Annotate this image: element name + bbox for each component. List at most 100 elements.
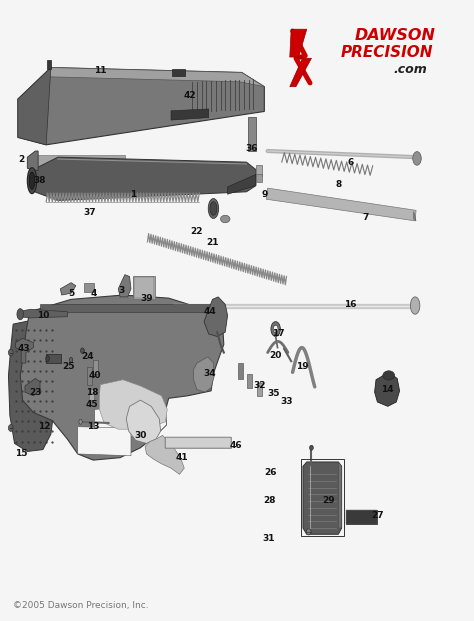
Ellipse shape: [410, 297, 420, 314]
Bar: [134, 277, 154, 298]
Text: 5: 5: [68, 289, 74, 297]
Ellipse shape: [70, 358, 73, 363]
Polygon shape: [204, 297, 228, 337]
Text: 17: 17: [272, 330, 285, 338]
Text: 29: 29: [323, 496, 335, 505]
Polygon shape: [414, 212, 416, 221]
Polygon shape: [194, 357, 214, 392]
Text: 24: 24: [81, 352, 93, 361]
Ellipse shape: [383, 371, 395, 380]
Bar: [256, 175, 262, 182]
Polygon shape: [266, 188, 416, 221]
Text: 7: 7: [362, 213, 368, 222]
Bar: [346, 510, 377, 524]
Text: 27: 27: [371, 511, 384, 520]
Text: 35: 35: [267, 389, 280, 399]
Ellipse shape: [210, 202, 217, 215]
Polygon shape: [78, 427, 131, 456]
Polygon shape: [20, 295, 224, 460]
Text: 15: 15: [15, 450, 27, 458]
Text: 43: 43: [18, 344, 30, 353]
Bar: [172, 69, 185, 76]
Polygon shape: [16, 338, 34, 363]
Text: 8: 8: [335, 180, 341, 189]
Text: .com: .com: [393, 63, 427, 76]
Text: 45: 45: [85, 400, 98, 409]
Text: 10: 10: [36, 311, 49, 320]
Text: 32: 32: [254, 381, 266, 391]
Polygon shape: [118, 274, 131, 297]
Bar: [238, 363, 243, 379]
Polygon shape: [303, 462, 342, 534]
Ellipse shape: [208, 199, 219, 219]
Polygon shape: [27, 151, 38, 171]
Ellipse shape: [306, 528, 311, 535]
Text: 25: 25: [62, 361, 74, 371]
Polygon shape: [338, 462, 342, 528]
Polygon shape: [100, 379, 167, 429]
Ellipse shape: [81, 348, 84, 353]
Ellipse shape: [9, 349, 13, 356]
Bar: [248, 117, 256, 151]
Text: 13: 13: [87, 422, 100, 431]
Text: 41: 41: [175, 453, 188, 462]
Bar: [133, 276, 155, 299]
Ellipse shape: [27, 168, 36, 194]
Text: 21: 21: [206, 238, 219, 247]
Polygon shape: [374, 373, 400, 406]
Text: 3: 3: [118, 286, 125, 295]
Text: 11: 11: [94, 66, 107, 75]
Text: 31: 31: [263, 533, 275, 543]
Polygon shape: [18, 309, 67, 318]
Bar: [165, 437, 231, 448]
Bar: [93, 360, 98, 374]
Text: 37: 37: [84, 208, 96, 217]
Polygon shape: [30, 157, 256, 201]
Text: DAWSON: DAWSON: [355, 28, 436, 43]
Ellipse shape: [79, 419, 82, 424]
Bar: [247, 374, 252, 388]
Ellipse shape: [29, 172, 35, 189]
Text: 4: 4: [90, 289, 97, 297]
Bar: [40, 304, 217, 312]
Text: 46: 46: [230, 441, 242, 450]
Text: 40: 40: [89, 371, 101, 380]
Polygon shape: [48, 68, 264, 87]
Polygon shape: [18, 68, 264, 145]
Text: PRECISION: PRECISION: [341, 45, 433, 60]
Text: 38: 38: [34, 176, 46, 185]
Polygon shape: [18, 68, 51, 145]
Polygon shape: [9, 320, 57, 451]
Polygon shape: [145, 435, 184, 474]
Text: 19: 19: [296, 361, 309, 371]
Ellipse shape: [271, 322, 280, 337]
Ellipse shape: [9, 425, 13, 432]
Text: 30: 30: [134, 431, 146, 440]
Text: 36: 36: [245, 144, 257, 153]
Bar: [301, 459, 344, 536]
Ellipse shape: [310, 445, 313, 450]
Ellipse shape: [413, 152, 421, 165]
Text: 34: 34: [203, 369, 216, 378]
Text: 28: 28: [263, 496, 275, 505]
Text: 12: 12: [37, 422, 50, 431]
Bar: [346, 510, 377, 524]
Text: 44: 44: [203, 307, 216, 316]
Text: 18: 18: [86, 388, 98, 397]
Text: 39: 39: [140, 294, 153, 302]
Ellipse shape: [220, 215, 230, 223]
Bar: [89, 389, 94, 400]
Text: 20: 20: [269, 350, 282, 360]
Polygon shape: [228, 175, 256, 194]
Polygon shape: [171, 109, 209, 120]
Text: 9: 9: [261, 190, 267, 199]
Bar: [165, 437, 231, 448]
Text: 14: 14: [381, 385, 393, 394]
Bar: [257, 383, 262, 396]
Polygon shape: [95, 403, 166, 437]
Bar: [36, 155, 125, 166]
Text: 33: 33: [280, 397, 293, 407]
Text: ©2005 Dawson Precision, Inc.: ©2005 Dawson Precision, Inc.: [13, 601, 149, 610]
Text: 16: 16: [344, 300, 356, 309]
Text: 23: 23: [29, 388, 42, 397]
